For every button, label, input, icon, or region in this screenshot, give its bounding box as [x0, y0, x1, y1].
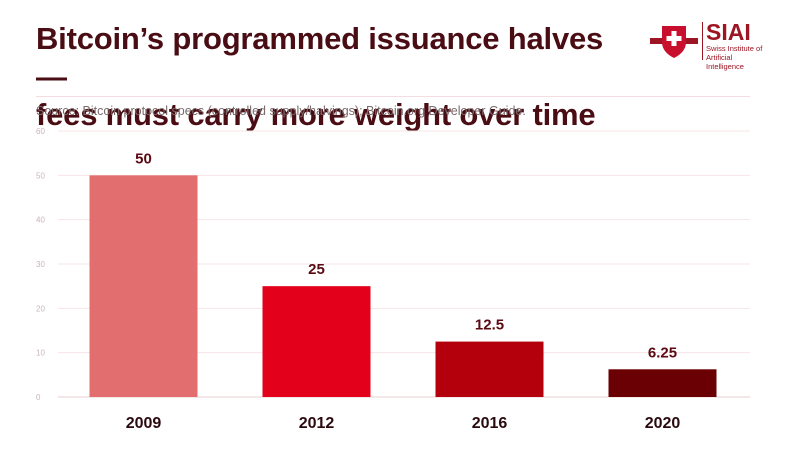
- bar: [608, 369, 717, 397]
- chart-title: Bitcoin’s programmed issuance halves— fe…: [36, 20, 626, 134]
- bar: [262, 286, 371, 397]
- title-line-2: fees must carry more weight over time: [36, 97, 596, 132]
- y-tick-label: 20: [36, 304, 45, 313]
- bar: [435, 341, 544, 397]
- data-label: 6.25: [648, 344, 677, 361]
- bar: [89, 175, 198, 397]
- logo-subtitle-1: Swiss Institute of: [706, 44, 763, 53]
- logo-subtitle-2: Artificial Intelligence: [706, 53, 744, 71]
- y-tick-label: 40: [36, 216, 45, 225]
- x-tick-label: 2020: [645, 415, 681, 432]
- data-label: 25: [308, 261, 325, 278]
- data-label: 12.5: [475, 317, 504, 334]
- y-tick-label: 0: [36, 393, 41, 402]
- logo-divider: [702, 22, 703, 60]
- y-tick-label: 30: [36, 260, 45, 269]
- y-tick-label: 60: [36, 127, 45, 136]
- swiss-shield-icon: [650, 26, 698, 58]
- x-tick-label: 2012: [299, 415, 335, 432]
- y-tick-label: 50: [36, 171, 45, 180]
- x-tick-label: 2016: [472, 415, 508, 432]
- siai-logo: SIAI Swiss Institute of Artificial Intel…: [648, 20, 768, 71]
- x-tick-label: 2009: [126, 415, 162, 432]
- header-divider: [36, 96, 750, 97]
- chart-source: Source: Bitcoin protocol specs (controll…: [36, 104, 526, 118]
- logo-text: SIAI Swiss Institute of Artificial Intel…: [706, 20, 768, 71]
- logo-name: SIAI: [706, 19, 751, 45]
- title-line-1: Bitcoin’s programmed issuance halves—: [36, 21, 604, 94]
- data-label: 50: [135, 150, 152, 167]
- y-tick-label: 10: [36, 349, 45, 358]
